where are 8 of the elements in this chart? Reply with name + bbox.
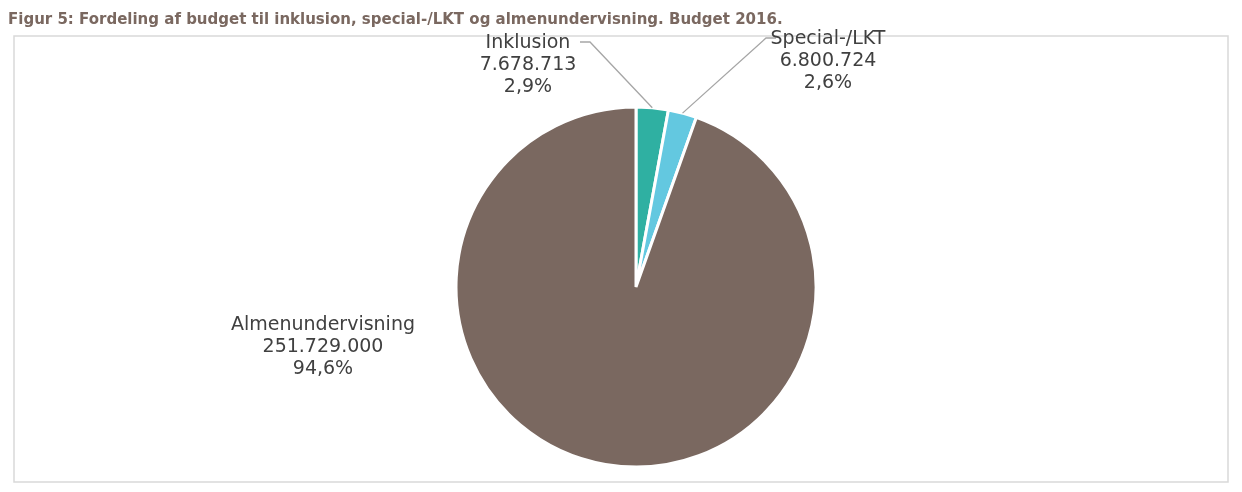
slice-label: Almenundervisning (230, 312, 416, 334)
data-label: 6.800.724 2,6% (779, 48, 877, 92)
slice-label: Special-/LKT (770, 26, 886, 48)
pie-slice (454, 105, 818, 469)
slice-label: Inklusion (485, 30, 571, 52)
data-label: 7.678.713 2,9% (479, 52, 577, 96)
chart-title: Figur 5: Fordeling af budget til inklusion, special-/LKT og almenundervisning. Budget 2016. (8, 10, 783, 28)
data-label: 251.729.000 94,6% (262, 334, 384, 378)
